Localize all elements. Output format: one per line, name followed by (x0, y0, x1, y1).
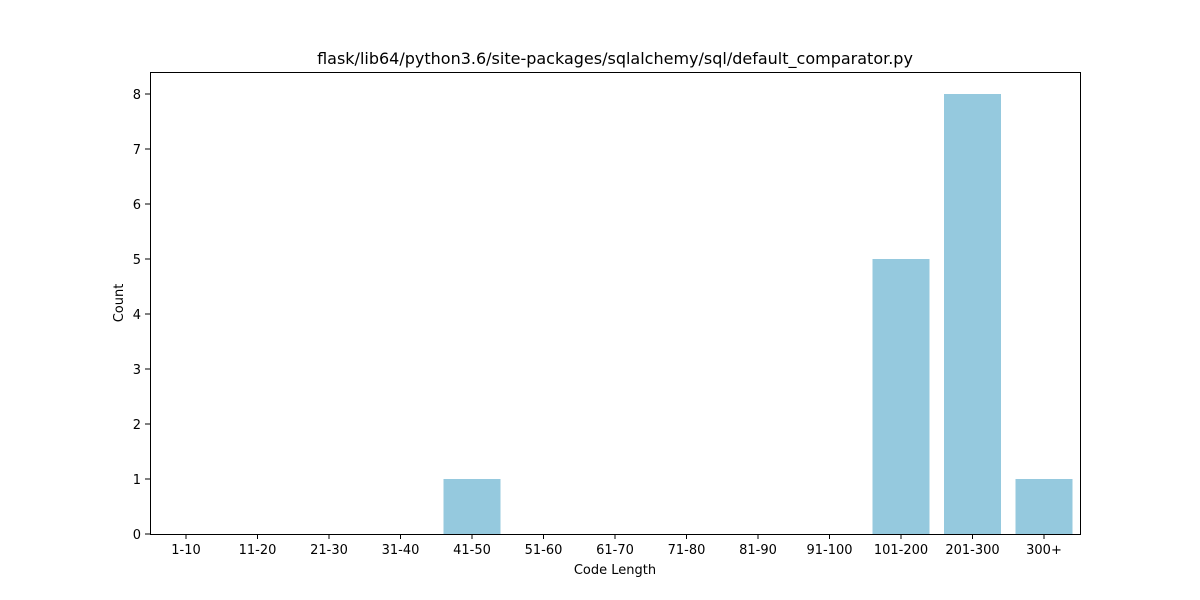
y-tick-label: 5 (133, 253, 141, 268)
y-tick-label: 3 (133, 363, 141, 378)
bars-group (443, 94, 1073, 534)
x-tick-label: 1-10 (171, 543, 201, 558)
x-tick-label: 51-60 (525, 543, 563, 558)
bar-201-300 (944, 94, 1001, 534)
y-tick-label: 8 (133, 88, 141, 103)
x-tick-label: 81-90 (739, 543, 777, 558)
x-tick-label: 31-40 (382, 543, 420, 558)
bar-101-200 (872, 259, 930, 534)
y-tick-label: 7 (133, 143, 141, 158)
x-tick-label: 201-300 (945, 543, 999, 558)
y-tick-label: 6 (133, 198, 141, 213)
chart-title: flask/lib64/python3.6/site-packages/sqla… (317, 49, 913, 69)
y-tick-label: 4 (133, 308, 141, 323)
x-tick-label: 41-50 (453, 543, 491, 558)
x-axis: 1-10 11-20 21-30 31-40 41-50 51-60 61-70 71-80 8… (171, 534, 1062, 558)
x-tick-label: 101-200 (874, 543, 928, 558)
x-axis-label: Code Length (574, 563, 656, 578)
y-axis: 0 1 2 3 4 5 6 7 8 (133, 88, 150, 543)
y-tick-label: 1 (133, 473, 141, 488)
x-tick-label: 61-70 (596, 543, 634, 558)
plot-frame (150, 72, 1081, 535)
bar-300+ (1015, 479, 1073, 534)
y-axis-label: Count (112, 284, 127, 323)
x-tick-label: 91-100 (806, 543, 852, 558)
y-tick-label: 2 (133, 418, 141, 433)
x-tick-label: 300+ (1026, 543, 1062, 558)
y-tick-label: 0 (133, 528, 141, 543)
x-tick-label: 11-20 (239, 543, 277, 558)
x-tick-label: 21-30 (310, 543, 348, 558)
x-tick-label: 71-80 (668, 543, 706, 558)
bar-41-50 (443, 479, 501, 534)
